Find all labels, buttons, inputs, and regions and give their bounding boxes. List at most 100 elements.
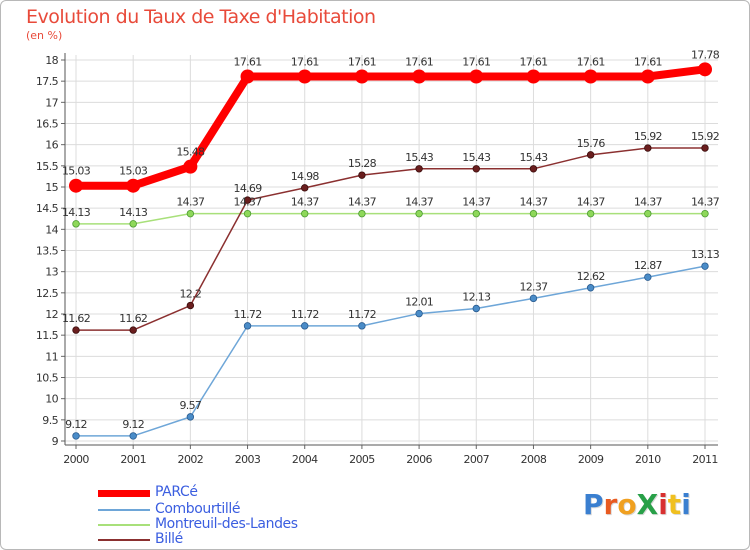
series-line-2 bbox=[75, 212, 706, 225]
x-tick-label: 2000 bbox=[63, 453, 89, 466]
data-label: 9.12 bbox=[122, 418, 144, 431]
data-point bbox=[469, 69, 484, 84]
y-tick-label: 10.5 bbox=[36, 372, 59, 385]
data-point bbox=[644, 209, 652, 218]
data-point bbox=[72, 432, 80, 440]
y-tick-label: 12.5 bbox=[36, 287, 59, 300]
data-point bbox=[586, 284, 595, 292]
y-tick-label: 13 bbox=[45, 266, 58, 279]
data-label: 14.69 bbox=[234, 182, 263, 195]
data-point bbox=[701, 262, 709, 270]
data-point bbox=[186, 413, 195, 421]
data-label: 14.13 bbox=[62, 206, 91, 219]
data-label: 12.01 bbox=[405, 296, 433, 309]
data-label: 14.37 bbox=[577, 196, 606, 209]
data-label: 15.03 bbox=[119, 165, 148, 178]
logo-letter: i bbox=[658, 488, 668, 521]
x-tick-label: 2001 bbox=[120, 453, 146, 466]
data-point bbox=[301, 184, 309, 192]
legend-label: Montreuil-des-Landes bbox=[155, 516, 298, 532]
data-point bbox=[243, 322, 252, 330]
series-line-0 bbox=[72, 65, 709, 190]
data-point bbox=[701, 209, 709, 218]
y-tick-label: 11 bbox=[45, 350, 58, 363]
data-label: 14.98 bbox=[291, 170, 320, 183]
data-point bbox=[586, 209, 595, 218]
data-label: 15.43 bbox=[519, 151, 548, 164]
y-tick-label: 14 bbox=[45, 223, 58, 236]
data-label: 15.28 bbox=[348, 157, 377, 170]
data-point bbox=[526, 69, 541, 84]
data-label: 12.62 bbox=[577, 270, 605, 283]
data-label: 14.37 bbox=[462, 196, 491, 209]
data-label: 11.72 bbox=[348, 308, 376, 321]
data-label: 17.61 bbox=[405, 56, 433, 69]
data-point bbox=[529, 165, 538, 173]
x-tick-label: 2011 bbox=[692, 453, 718, 466]
data-label: 17.61 bbox=[234, 56, 262, 69]
y-tick-label: 17.5 bbox=[36, 75, 59, 88]
data-point bbox=[126, 178, 141, 193]
data-label: 15.92 bbox=[634, 130, 662, 143]
data-point bbox=[698, 62, 712, 77]
legend-label: Combourtillé bbox=[155, 501, 241, 517]
data-label: 17.61 bbox=[577, 56, 605, 69]
data-point bbox=[640, 69, 655, 84]
y-tick-label: 9 bbox=[52, 435, 59, 448]
data-label: 14.37 bbox=[348, 196, 377, 209]
data-point bbox=[529, 294, 538, 303]
data-point bbox=[472, 304, 480, 313]
chart-subtitle: (en %) bbox=[26, 29, 63, 42]
data-label: 15.43 bbox=[462, 151, 491, 164]
data-label: 13.13 bbox=[691, 248, 720, 261]
data-point bbox=[415, 209, 423, 218]
legend-swatch bbox=[98, 509, 150, 511]
data-point bbox=[129, 432, 137, 440]
data-label: 17.61 bbox=[519, 56, 547, 69]
data-label: 12.87 bbox=[634, 259, 663, 272]
data-label: 17.61 bbox=[462, 56, 490, 69]
data-point bbox=[183, 159, 198, 174]
logo-letter: t bbox=[667, 488, 682, 521]
legend-swatch bbox=[98, 539, 150, 541]
data-point bbox=[186, 301, 195, 310]
data-point bbox=[358, 322, 366, 330]
y-tick-label: 11.5 bbox=[36, 329, 59, 342]
data-label: 11.72 bbox=[291, 308, 319, 321]
data-label: 17.61 bbox=[291, 56, 319, 69]
chart-title: Evolution du Taux de Taxe d'Habitation bbox=[26, 6, 376, 28]
x-tick-label: 2010 bbox=[635, 453, 661, 466]
data-label: 11.62 bbox=[62, 312, 90, 325]
data-label: 17.61 bbox=[634, 56, 662, 69]
data-point bbox=[186, 209, 195, 218]
logo-letter: r bbox=[603, 488, 618, 521]
series-line-3 bbox=[75, 147, 706, 331]
data-label: 14.37 bbox=[405, 196, 434, 209]
data-point bbox=[644, 273, 652, 281]
data-label: 14.13 bbox=[119, 206, 148, 219]
data-point bbox=[129, 220, 137, 228]
data-point bbox=[472, 165, 480, 173]
data-label: 12.13 bbox=[462, 290, 491, 303]
logo-letter: X bbox=[636, 488, 659, 521]
logo-letter: o bbox=[617, 488, 637, 521]
data-point bbox=[243, 196, 252, 204]
x-tick-label: 2007 bbox=[463, 453, 489, 466]
series-line-1 bbox=[75, 265, 706, 437]
data-label: 14.37 bbox=[234, 196, 263, 209]
data-point bbox=[129, 326, 137, 334]
data-label: 17.78 bbox=[691, 48, 720, 61]
data-label: 15.03 bbox=[62, 165, 91, 178]
data-label: 14.37 bbox=[691, 196, 720, 209]
data-label: 15.48 bbox=[176, 146, 205, 159]
data-label: 11.72 bbox=[234, 308, 262, 321]
y-tick-label: 18 bbox=[45, 54, 58, 67]
data-label: 12.37 bbox=[519, 280, 548, 293]
data-label: 12.2 bbox=[180, 288, 202, 301]
data-label: 15.43 bbox=[405, 151, 434, 164]
data-label: 14.37 bbox=[519, 196, 548, 209]
data-point bbox=[529, 209, 538, 218]
legend-swatch bbox=[98, 524, 150, 526]
legend-label: PARCé bbox=[155, 484, 198, 500]
